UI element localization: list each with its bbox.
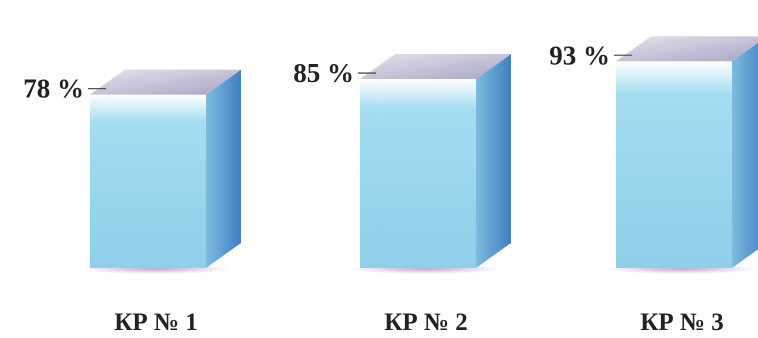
data-label-1: 78 % xyxy=(23,74,84,104)
bar-top-2 xyxy=(360,54,511,80)
bar-front-3 xyxy=(616,61,732,268)
category-label-2: КР № 2 xyxy=(384,309,468,336)
bar-front-1 xyxy=(90,94,206,268)
data-label-3: 93 % xyxy=(549,40,610,70)
bars-group xyxy=(80,36,758,274)
labels-group: 78 % КР № 1 85 % КР № 2 93 % КР № 3 xyxy=(23,40,724,336)
bar-top-3 xyxy=(616,36,758,62)
category-label-1: КР № 1 xyxy=(114,309,198,336)
bar-front-2 xyxy=(360,79,476,268)
data-label-2: 85 % xyxy=(293,58,354,88)
bar-side-3 xyxy=(732,42,758,268)
bar-top-1 xyxy=(90,69,241,95)
bar-side-1 xyxy=(206,69,241,268)
category-label-3: КР № 3 xyxy=(640,309,724,336)
bar-side-2 xyxy=(476,54,511,268)
